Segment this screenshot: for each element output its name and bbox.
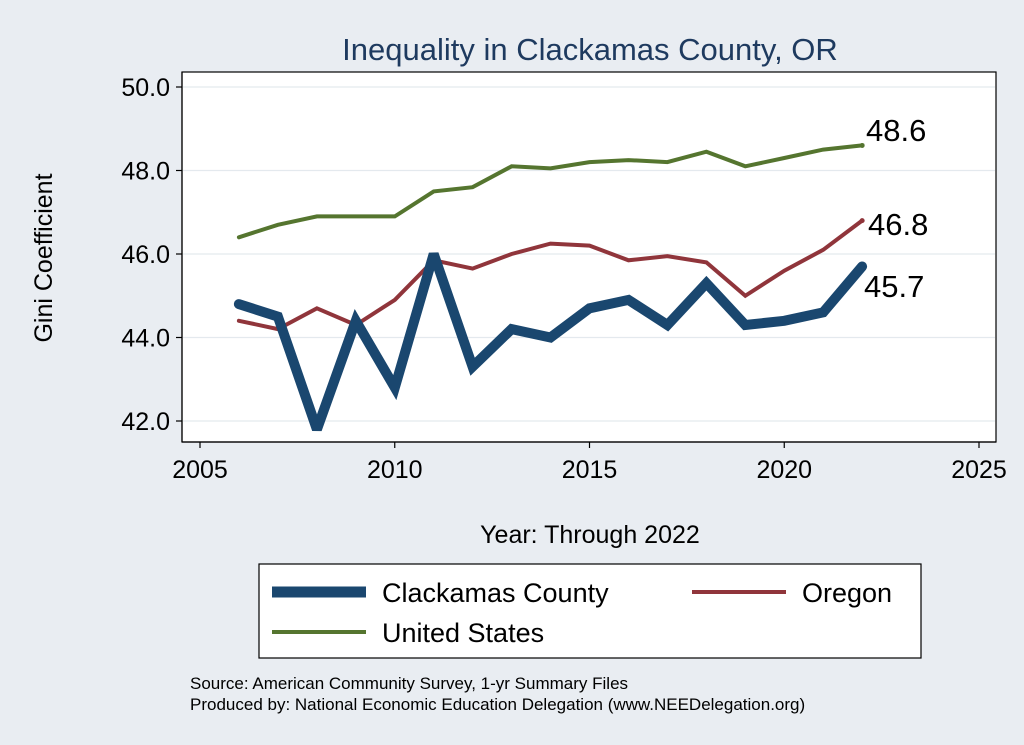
series-line-clackamas-county <box>233 252 868 432</box>
legend-box <box>258 563 922 659</box>
x-tick-label: 2010 <box>367 456 423 484</box>
end-label-oregon: 46.8 <box>868 207 928 242</box>
legend: Clackamas County Oregon United States <box>258 563 922 659</box>
x-tick-label: 2025 <box>951 456 1007 484</box>
series-line-oregon <box>236 218 865 332</box>
y-axis-label: Gini Coefficient <box>30 173 58 342</box>
x-tick-label: 2005 <box>172 456 228 484</box>
y-ticks: 42.0 44.0 46.0 48.0 50.0 <box>121 74 182 436</box>
end-label-united-states: 48.6 <box>866 113 926 148</box>
series-endpoint-united-states <box>859 142 865 148</box>
x-axis-label: Year: Through 2022 <box>480 521 700 549</box>
y-tick-label: 42.0 <box>121 408 170 436</box>
producer-note: Produced by: National Economic Education… <box>190 695 805 714</box>
x-tick-label: 2020 <box>756 456 812 484</box>
source-note: Source: American Community Survey, 1-yr … <box>190 674 628 693</box>
chart-title: Inequality in Clackamas County, OR <box>342 32 838 67</box>
x-tick-label: 2015 <box>562 456 618 484</box>
series-group <box>233 142 868 432</box>
series-endpoint-oregon <box>859 218 865 224</box>
series-line-united-states <box>236 143 865 240</box>
y-tick-label: 48.0 <box>121 158 170 186</box>
x-ticks: 2005 2010 2015 2020 2025 <box>172 442 1007 484</box>
legend-label-oregon: Oregon <box>802 578 892 608</box>
series-endpoint-clackamas-county <box>860 264 865 269</box>
y-tick-label: 44.0 <box>121 325 170 353</box>
legend-label-clackamas: Clackamas County <box>382 578 609 608</box>
plot-area <box>181 71 997 443</box>
end-label-clackamas: 45.7 <box>864 269 924 304</box>
y-tick-label: 50.0 <box>121 74 170 102</box>
y-tick-label: 46.0 <box>121 241 170 269</box>
legend-label-united-states: United States <box>382 618 544 648</box>
